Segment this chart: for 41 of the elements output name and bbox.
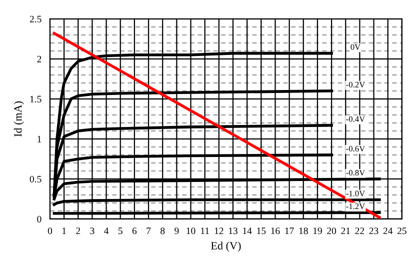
x-axis-title: Ed (V) — [211, 242, 241, 252]
x-tick-label: 20 — [327, 228, 336, 234]
series-label: -0.4V — [346, 116, 365, 122]
x-tick-label: 8 — [160, 228, 165, 234]
x-tick-label: 9 — [174, 228, 179, 234]
y-tick-label: 0.5 — [30, 176, 42, 182]
x-tick-label: 7 — [146, 228, 151, 234]
x-tick-label: 17 — [285, 228, 294, 234]
x-tick-label: 5 — [118, 228, 122, 234]
series-label: -0.8V — [346, 170, 365, 176]
y-tick-label: 2.5 — [30, 16, 42, 22]
series-label: -0.2V — [346, 82, 365, 88]
series-label: -1.2V — [346, 204, 365, 210]
x-tick-label: 4 — [104, 228, 109, 234]
y-tick-label: 0 — [37, 216, 42, 222]
x-tick-label: 13 — [228, 228, 238, 234]
text: 0V — [350, 44, 360, 50]
x-tick-label: 15 — [257, 228, 266, 234]
x-tick-label: 14 — [243, 228, 252, 234]
y-axis-title: Id (mA) — [14, 101, 24, 137]
x-tick-label: 2 — [76, 228, 80, 234]
series-label: -1.0V — [346, 190, 365, 196]
x-tick-label: 22 — [355, 228, 364, 234]
x-tick-label: 10 — [186, 228, 196, 234]
x-tick-label: 24 — [383, 228, 393, 234]
x-tick-label: 0 — [48, 228, 52, 234]
y-tick-label: 1 — [38, 136, 42, 142]
x-tick-label: 18 — [299, 228, 308, 234]
x-tick-label: 19 — [313, 228, 322, 234]
x-tick-label: 16 — [271, 228, 280, 234]
y-tick-label: 2 — [37, 56, 42, 62]
x-tick-label: 1 — [62, 228, 66, 234]
x-tick-label: 25 — [398, 228, 406, 234]
x-tick-label: 6 — [132, 228, 137, 234]
series-label: -0.6V — [346, 146, 365, 152]
y-tick-label: 1.5 — [30, 96, 42, 102]
x-tick-label: 3 — [90, 228, 94, 234]
x-tick-label: 12 — [214, 228, 224, 234]
x-tick-label: 11 — [201, 228, 209, 234]
x-tick-label: 21 — [341, 228, 350, 234]
x-tick-label: 23 — [369, 228, 378, 234]
